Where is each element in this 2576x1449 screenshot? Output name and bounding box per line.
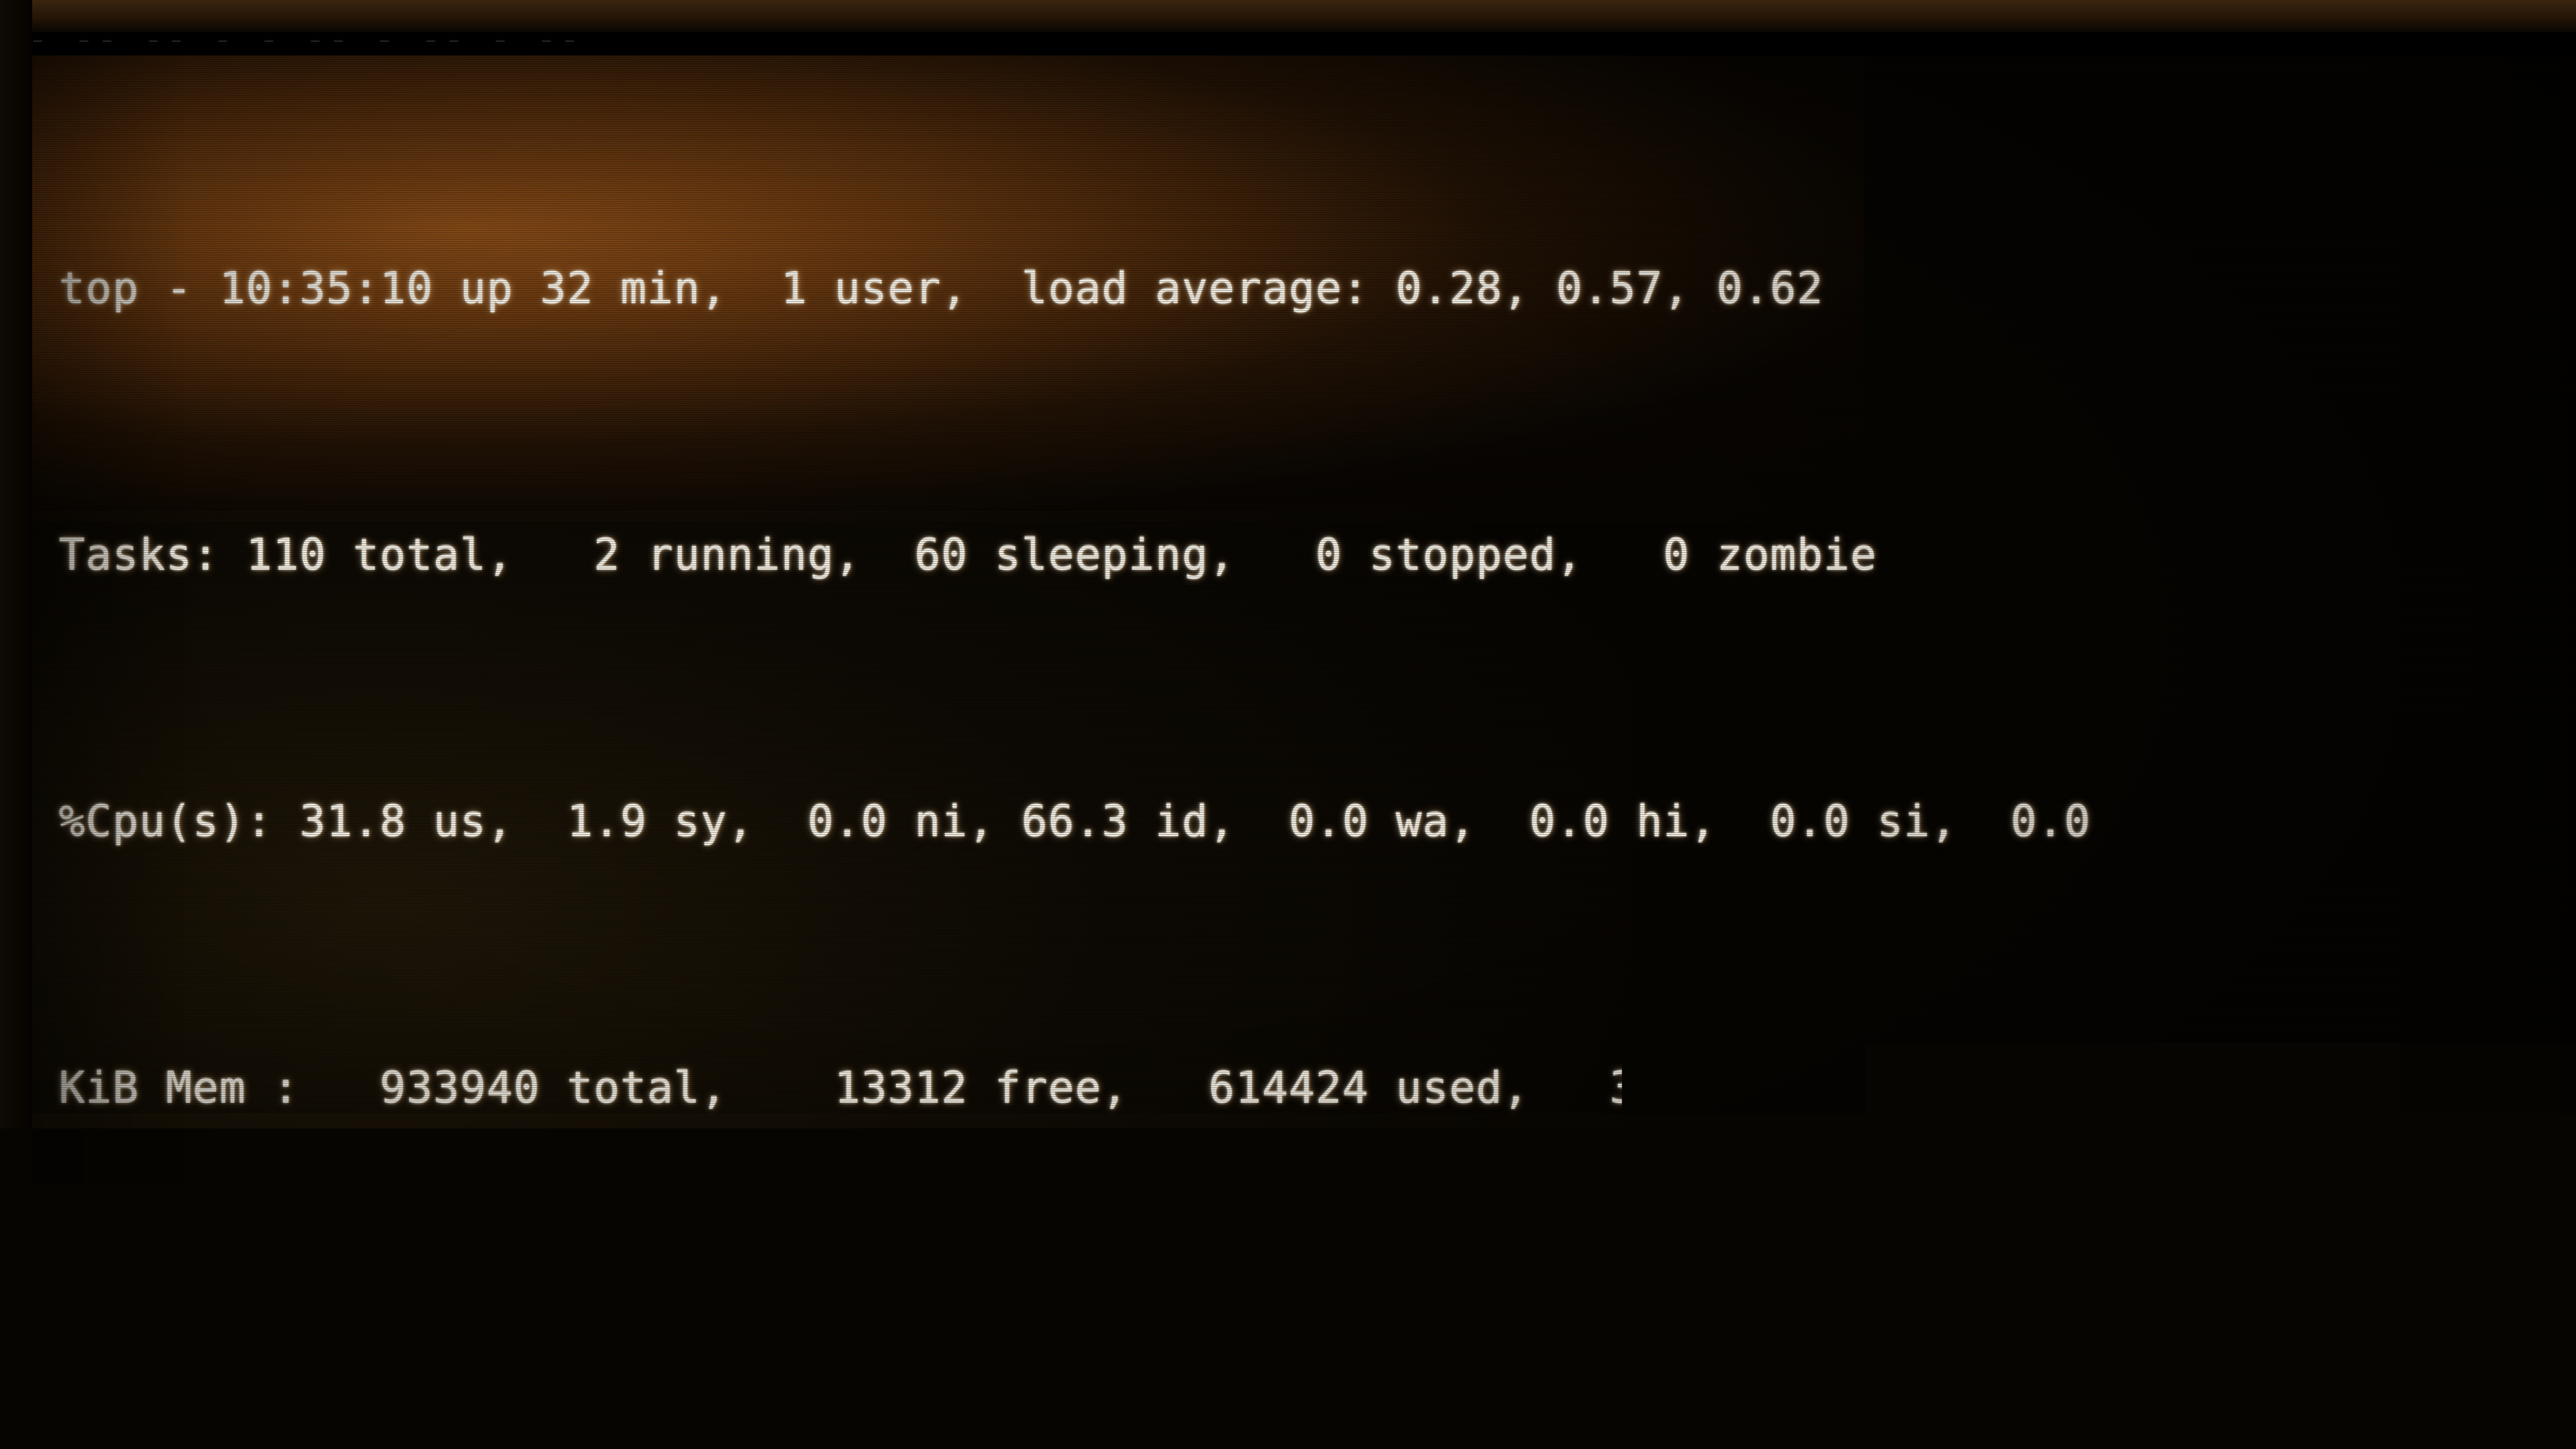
monitor-bezel-top — [0, 0, 2576, 32]
top-uptime-line: top - 10:35:10 up 32 min, 1 user, load a… — [32, 255, 2576, 322]
top-tasks-line: Tasks: 110 total, 2 running, 60 sleeping… — [32, 522, 2576, 588]
monitor-bezel-bottom — [0, 1439, 2576, 1449]
top-mem-line: KiB Mem : 933940 total, 13312 free, 6144… — [32, 1055, 2576, 1121]
monitor-photo: — —— —— — — —— — —— — —— top - 10:35:10 … — [0, 0, 2576, 1449]
top-swap-line: KiB Swap: 0 total, 0 free, 0 used. 50471… — [32, 1321, 2576, 1388]
terminal-screen: top - 10:35:10 up 32 min, 1 user, load a… — [32, 56, 2576, 1439]
monitor-bezel-left — [0, 0, 32, 1449]
top-cpu-line: %Cpu(s): 31.8 us, 1.9 sy, 0.0 ni, 66.3 i… — [32, 788, 2576, 855]
screen-ghost-reflection: — —— —— — — —— — —— — —— — [33, 32, 2570, 56]
top-terminal-output[interactable]: top - 10:35:10 up 32 min, 1 user, load a… — [32, 56, 2576, 1439]
